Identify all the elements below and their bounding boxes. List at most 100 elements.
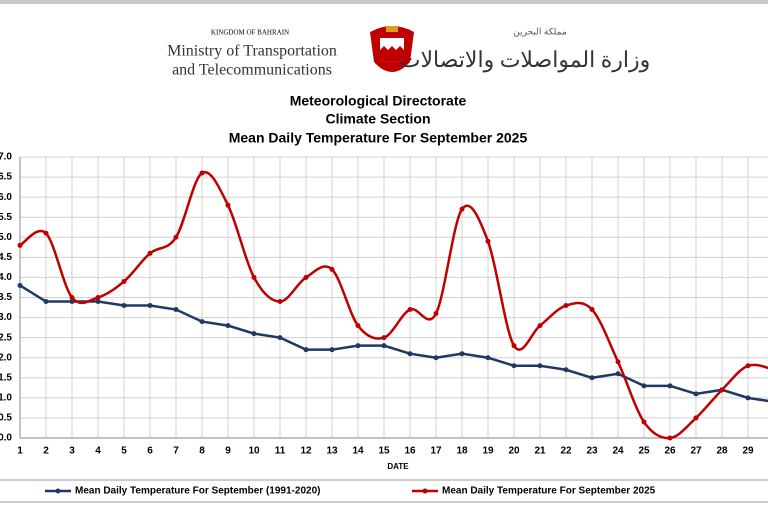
arabic-kingdom: مملكة البحرين (513, 26, 567, 37)
x-tick-label: 10 (248, 446, 260, 457)
x-tick-label: 16 (404, 446, 416, 457)
data-point (303, 347, 309, 353)
x-tick-label: 17 (430, 446, 442, 457)
data-point (95, 299, 101, 305)
data-point (173, 307, 179, 313)
data-point (589, 375, 595, 381)
y-tick-label: 30.5 (0, 413, 12, 424)
data-point (693, 415, 699, 421)
data-point (407, 351, 413, 357)
data-point (719, 387, 725, 393)
y-tick-label: 34.5 (0, 252, 12, 263)
x-tick-label: 22 (560, 446, 572, 457)
legend-swatch (422, 488, 428, 494)
data-point (251, 274, 257, 280)
data-point (147, 303, 153, 309)
data-point (277, 335, 283, 341)
data-point (95, 295, 101, 300)
data-point (615, 359, 621, 365)
y-tick-label: 31.5 (0, 372, 12, 383)
data-point (641, 419, 647, 425)
x-tick-label: 26 (664, 446, 676, 457)
data-point (667, 383, 673, 389)
x-tick-label: 18 (456, 446, 468, 457)
x-tick-label: 13 (326, 446, 338, 457)
data-point (459, 351, 465, 357)
y-tick-label: 34.0 (0, 272, 12, 283)
arabic-ministry: وزارة المواصلات والاتصالات (400, 47, 651, 73)
data-point (745, 395, 751, 401)
data-point (43, 299, 49, 305)
data-point (485, 355, 491, 361)
y-tick-label: 31.0 (0, 392, 12, 403)
ministry: and Telecommunications (172, 62, 332, 79)
x-tick-label: 5 (121, 446, 127, 457)
data-point (329, 266, 335, 272)
kingdom: KINGDOM OF BAHRAIN (211, 29, 289, 37)
legend-label: Mean Daily Temperature For September 202… (442, 486, 656, 497)
x-tick-label: 9 (225, 446, 231, 457)
data-point (745, 363, 751, 369)
data-point (537, 323, 543, 329)
data-point (433, 355, 439, 361)
legend-swatch (55, 488, 61, 494)
data-point (355, 323, 361, 329)
y-tick-label: 30.0 (0, 433, 12, 444)
x-axis-title: DATE (387, 462, 409, 471)
data-point (563, 303, 569, 309)
x-tick-label: 2 (43, 446, 49, 457)
x-tick-label: 28 (716, 446, 728, 457)
x-tick-label: 27 (690, 446, 702, 457)
x-tick-label: 6 (147, 446, 153, 457)
data-point (433, 311, 439, 317)
data-point (277, 299, 283, 305)
data-point (147, 250, 153, 256)
x-tick-label: 29 (742, 446, 754, 457)
x-tick-label: 19 (482, 446, 494, 457)
y-tick-label: 35.0 (0, 232, 12, 243)
legend-label: Mean Daily Temperature For September (19… (75, 486, 320, 497)
data-point (69, 295, 75, 300)
data-point (225, 323, 231, 329)
data-point (589, 307, 595, 313)
legend-box (0, 479, 768, 503)
data-point (537, 363, 543, 369)
ministry: Ministry of Transportation (167, 43, 337, 60)
series-line (19, 284, 768, 403)
data-point (199, 319, 205, 325)
data-point (303, 274, 309, 280)
data-point (173, 234, 179, 240)
y-tick-label: 32.5 (0, 332, 12, 343)
x-tick-label: 24 (612, 446, 624, 457)
data-point (225, 202, 231, 208)
x-tick-label: 8 (199, 446, 205, 457)
data-point (511, 363, 517, 369)
x-tick-label: 7 (173, 446, 179, 457)
chart-subtitle: Climate Section (325, 111, 430, 127)
y-tick-label: 37.0 (0, 152, 12, 163)
x-tick-label: 4 (95, 446, 101, 457)
data-point (641, 383, 647, 389)
x-tick-label: 20 (508, 446, 520, 457)
data-point (251, 331, 257, 337)
emblem (370, 26, 414, 72)
data-point (407, 307, 413, 313)
x-tick-label: 3 (69, 446, 75, 457)
chart-title: Mean Daily Temperature For September 202… (229, 130, 528, 146)
plot-area: 1 2 3 4 5 6 7 8 9 10 11 12 13 14 15 16 17 18 19 20 21 22 23 24 2… (0, 152, 768, 457)
data-point (355, 343, 361, 349)
x-tick-label: 12 (300, 446, 312, 457)
y-tick-label: 36.5 (0, 172, 12, 183)
y-tick-label: 33.0 (0, 312, 12, 323)
x-tick-label: 15 (378, 446, 390, 457)
data-point (511, 343, 517, 349)
data-point (563, 367, 569, 373)
data-point (693, 391, 699, 397)
data-point (43, 230, 49, 236)
x-tick-label: 23 (586, 446, 598, 457)
top-border (0, 0, 768, 4)
data-point (121, 303, 127, 309)
chart-title: Meteorological Directorate (290, 93, 467, 109)
